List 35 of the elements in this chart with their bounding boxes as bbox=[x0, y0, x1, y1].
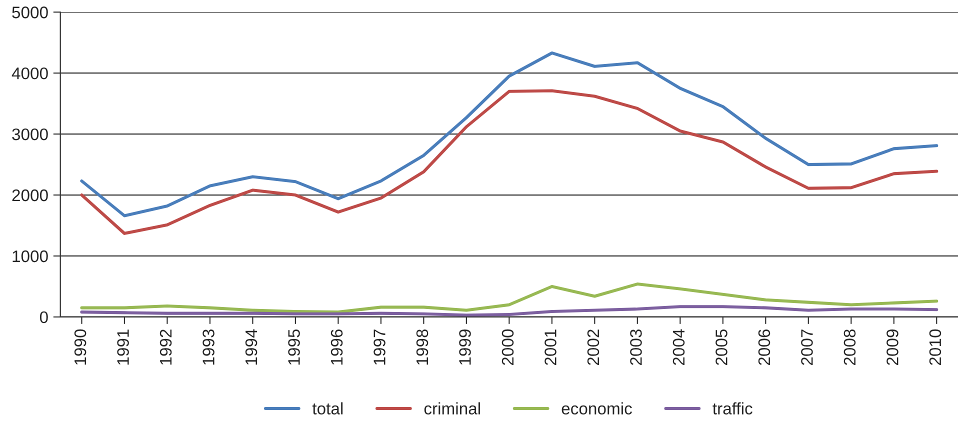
x-tick-label: 1998 bbox=[416, 329, 428, 365]
x-tick-label: 1999 bbox=[459, 330, 471, 365]
x-tick-label: 2003 bbox=[630, 329, 642, 365]
x-tick-label: 1990 bbox=[74, 329, 86, 365]
x-tick-label: 1992 bbox=[160, 330, 172, 365]
x-tick-label: 1997 bbox=[374, 330, 386, 365]
legend-label: total bbox=[312, 402, 343, 414]
x-tick-label: 2005 bbox=[716, 329, 728, 365]
line-series bbox=[80, 89, 938, 235]
x-tick-label: 1991 bbox=[117, 330, 129, 365]
legend-label: traffic bbox=[712, 402, 752, 414]
x-tick-label: 2006 bbox=[758, 329, 770, 365]
x-tick-label: 2010 bbox=[929, 329, 942, 365]
legend-label: criminal bbox=[424, 402, 480, 414]
x-tick-label: 2009 bbox=[886, 330, 898, 365]
legend-label: economic bbox=[562, 402, 632, 414]
y-tick-label: 2000 bbox=[12, 189, 48, 202]
x-tick-label: 2001 bbox=[544, 330, 556, 365]
y-tick-label: 4000 bbox=[12, 67, 48, 80]
y-tick-label: 1000 bbox=[12, 250, 48, 262]
y-tick-label: 5000 bbox=[12, 6, 48, 18]
x-tick-label: 2002 bbox=[587, 330, 600, 365]
x-tick-label: 2004 bbox=[672, 329, 685, 365]
x-tick-label: 1995 bbox=[288, 329, 300, 365]
x-tick-label: 2000 bbox=[502, 329, 514, 365]
x-tick-label: 1993 bbox=[202, 329, 214, 365]
x-tick-label: 2008 bbox=[844, 329, 856, 365]
line-series bbox=[80, 282, 938, 314]
y-tick-label: 0 bbox=[40, 311, 48, 324]
line-series bbox=[80, 51, 938, 218]
x-tick-label: 2007 bbox=[801, 330, 813, 365]
x-tick-label: 1994 bbox=[245, 329, 258, 365]
y-tick-label: 3000 bbox=[12, 128, 48, 140]
x-tick-label: 1996 bbox=[330, 329, 343, 365]
line-series bbox=[80, 305, 938, 317]
